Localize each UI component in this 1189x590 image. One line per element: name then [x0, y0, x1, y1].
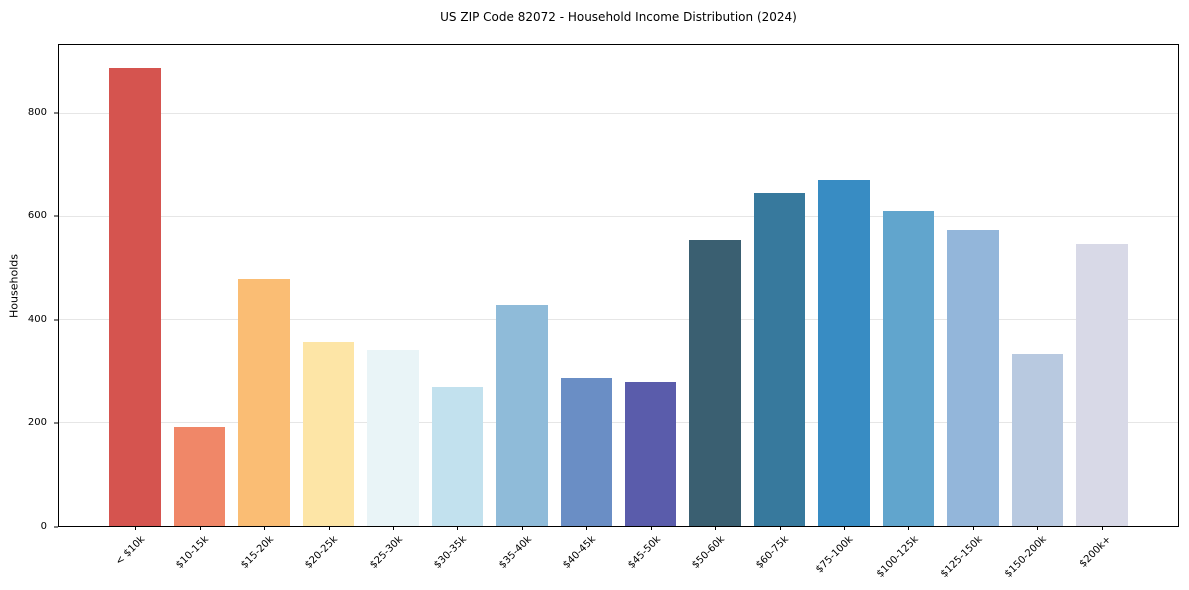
bar-slot-13: $100-125k [874, 45, 940, 580]
bar-slot-6: $30-35k [425, 45, 489, 571]
bar-slot-7: $35-40k [490, 45, 554, 571]
x-tick-4 [328, 526, 330, 530]
bar-slot-10: $50-60k [683, 45, 747, 571]
x-tick-label-15: $150-200k [1003, 534, 1050, 580]
y-tick-label-400: 400 [27, 313, 47, 325]
x-tick-label-3: $15-20k [238, 534, 276, 571]
x-tick-label-8: $40-45k [561, 534, 599, 571]
y-tick-0 [54, 526, 58, 528]
bar-40-45k [560, 377, 613, 526]
bar-200k [1076, 244, 1128, 526]
x-tick-label-7: $35-40k [496, 534, 534, 571]
gridline-y-800 [59, 112, 1178, 114]
y-axis: 0 200 400 600 800 [0, 44, 58, 532]
x-tick-6 [457, 526, 459, 530]
x-tick-10 [715, 526, 717, 530]
x-tick-label-9: $45-50k [625, 534, 663, 571]
gridline-y-400 [59, 318, 1178, 320]
bar-15-20k [238, 279, 290, 526]
bar-slot-15: $150-200k [1003, 45, 1069, 580]
x-tick-label-1: < $10k [113, 534, 147, 568]
x-tick-label-5: $25-30k [367, 534, 405, 571]
bar-slot-5: $25-30k [361, 45, 425, 571]
x-tick-label-12: $75-100k [814, 534, 856, 576]
bar-125-150k [947, 230, 999, 526]
bar-75-100k [818, 179, 870, 526]
y-tick-600 [54, 215, 58, 217]
x-tick-12 [844, 526, 846, 530]
bar-35-40k [496, 305, 548, 526]
x-tick-14 [972, 526, 974, 530]
y-tick-label-800: 800 [27, 106, 47, 118]
x-tick-label-4: $20-25k [303, 534, 341, 571]
bar-slot-8: $40-45k [554, 45, 618, 571]
y-tick-400 [54, 319, 58, 321]
bar-slot-2: $10-15k [167, 45, 231, 571]
bar-150-200k [1011, 353, 1064, 526]
x-tick-11 [779, 526, 781, 530]
bar-50-60k [689, 239, 741, 526]
x-tick-16 [1101, 526, 1103, 530]
x-tick-2 [199, 526, 201, 530]
x-tick-7 [521, 526, 523, 530]
y-tick-label-600: 600 [27, 210, 47, 222]
x-tick-label-16: $200k+ [1077, 534, 1114, 570]
x-tick-13 [908, 526, 910, 530]
bar-slot-1: < $10k [103, 45, 167, 568]
chart-title: US ZIP Code 82072 - Household Income Dis… [440, 10, 797, 24]
x-tick-label-11: $60-75k [754, 534, 792, 571]
gridline-y-200 [59, 421, 1178, 423]
bar-slot-14: $125-150k [939, 45, 1005, 580]
y-tick-200 [54, 422, 58, 424]
x-tick-3 [264, 526, 266, 530]
bar-slot-3: $15-20k [232, 45, 296, 571]
bar-10-15k [173, 426, 226, 526]
y-tick-label-0: 0 [40, 521, 47, 532]
bars-row: < $10k $10-15k $15-20k $20-25k $25-30k $30-35… [59, 45, 1178, 580]
x-tick-1 [135, 526, 137, 530]
x-tick-5 [392, 526, 394, 530]
bar-slot-16: $200k+ [1070, 45, 1134, 570]
bar-45-50k [624, 381, 677, 526]
bar-25-30k [367, 349, 419, 526]
plot-area: < $10k $10-15k $15-20k $20-25k $25-30k $30-35… [58, 44, 1179, 580]
bar-60-75k [753, 192, 806, 526]
x-tick-9 [650, 526, 652, 530]
bar-20-25k [302, 341, 355, 526]
bar-slot-4: $20-25k [296, 45, 360, 571]
bar-10k [109, 68, 161, 526]
x-tick-label-13: $100-125k [874, 534, 921, 580]
bar-slot-11: $60-75k [747, 45, 811, 571]
x-tick-label-14: $125-150k [938, 534, 985, 580]
y-tick-800 [54, 112, 58, 114]
y-tick-label-200: 200 [27, 417, 47, 429]
x-tick-8 [586, 526, 588, 530]
bar-slot-9: $45-50k [619, 45, 683, 571]
bar-100-125k [882, 211, 935, 526]
x-tick-label-2: $10-15k [174, 534, 212, 571]
gridline-y-600 [59, 215, 1178, 217]
x-tick-label-10: $50-60k [690, 534, 727, 571]
x-tick-label-6: $30-35k [432, 534, 470, 571]
x-tick-15 [1037, 526, 1039, 530]
bar-30-35k [431, 387, 484, 526]
bar-slot-12: $75-100k [812, 45, 876, 575]
